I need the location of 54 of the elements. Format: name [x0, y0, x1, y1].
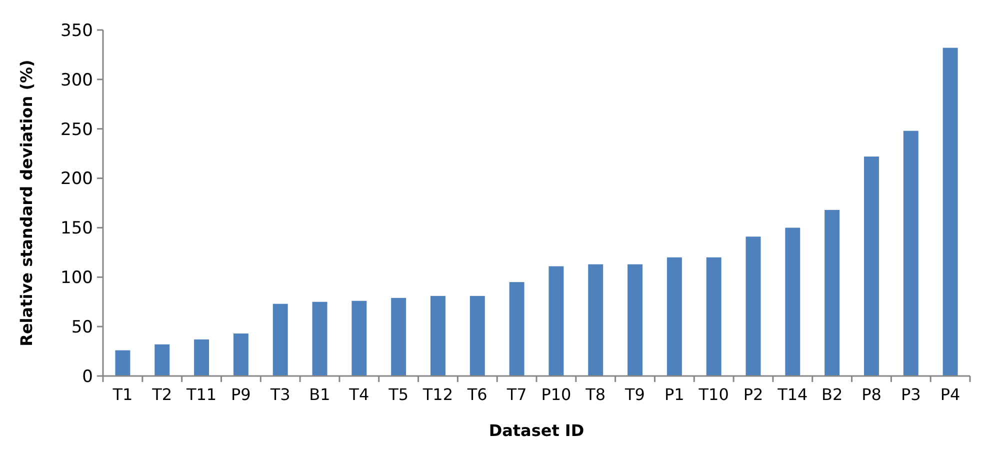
x-tick-label: P2	[743, 385, 764, 404]
x-tick-label: P10	[541, 385, 572, 404]
x-tick-label: T12	[422, 385, 454, 404]
bar	[628, 264, 643, 376]
y-tick-label: 50	[71, 318, 93, 338]
x-tick-label: T1	[112, 385, 133, 404]
y-tick-label: 300	[60, 70, 93, 90]
x-tick-label: P3	[900, 385, 921, 404]
y-tick-label: 200	[60, 169, 93, 190]
y-tick-label: 100	[60, 268, 93, 288]
bar	[430, 296, 446, 376]
bar	[666, 257, 682, 376]
bar	[154, 344, 170, 376]
y-tick-label: 250	[60, 120, 93, 140]
x-tick-label: T6	[466, 385, 488, 404]
bar	[470, 296, 485, 376]
x-axis-title: Dataset ID	[488, 421, 584, 440]
bar	[746, 236, 761, 376]
bar	[509, 282, 524, 376]
bar	[391, 298, 406, 376]
y-tick-label: 0	[82, 366, 93, 387]
x-tick-label: T4	[348, 385, 370, 404]
x-tick-label: T2	[151, 385, 172, 404]
bar	[548, 266, 564, 376]
y-tick-label: 150	[60, 218, 93, 239]
x-tick-label: B1	[309, 385, 330, 404]
bar	[352, 300, 367, 376]
bar	[942, 48, 958, 376]
bar	[588, 264, 604, 376]
x-tick-label: P1	[664, 385, 684, 404]
bar	[272, 304, 288, 376]
x-tick-label: T11	[185, 385, 217, 404]
x-tick-label: T14	[776, 385, 808, 404]
bar	[706, 257, 722, 376]
bar	[903, 130, 918, 376]
y-tick-label: 350	[60, 20, 93, 41]
x-tick-label: T8	[584, 385, 606, 404]
bar	[194, 339, 210, 376]
bar	[864, 156, 879, 376]
bar	[312, 302, 328, 376]
x-tick-label: T3	[269, 385, 290, 404]
x-tick-label: B2	[821, 385, 843, 404]
bar	[233, 333, 248, 376]
x-tick-label: T5	[388, 385, 409, 404]
x-tick-label: T10	[698, 385, 729, 404]
y-axis-title: Relative standard deviation (%)	[17, 60, 36, 346]
x-tick-label: T9	[624, 385, 645, 404]
x-tick-label: T7	[506, 385, 527, 404]
x-tick-label: P9	[231, 385, 251, 404]
x-tick-label: P8	[862, 385, 882, 404]
x-tick-label: P4	[940, 385, 960, 404]
bar	[824, 210, 840, 376]
bar	[115, 350, 130, 376]
bar	[785, 228, 800, 376]
